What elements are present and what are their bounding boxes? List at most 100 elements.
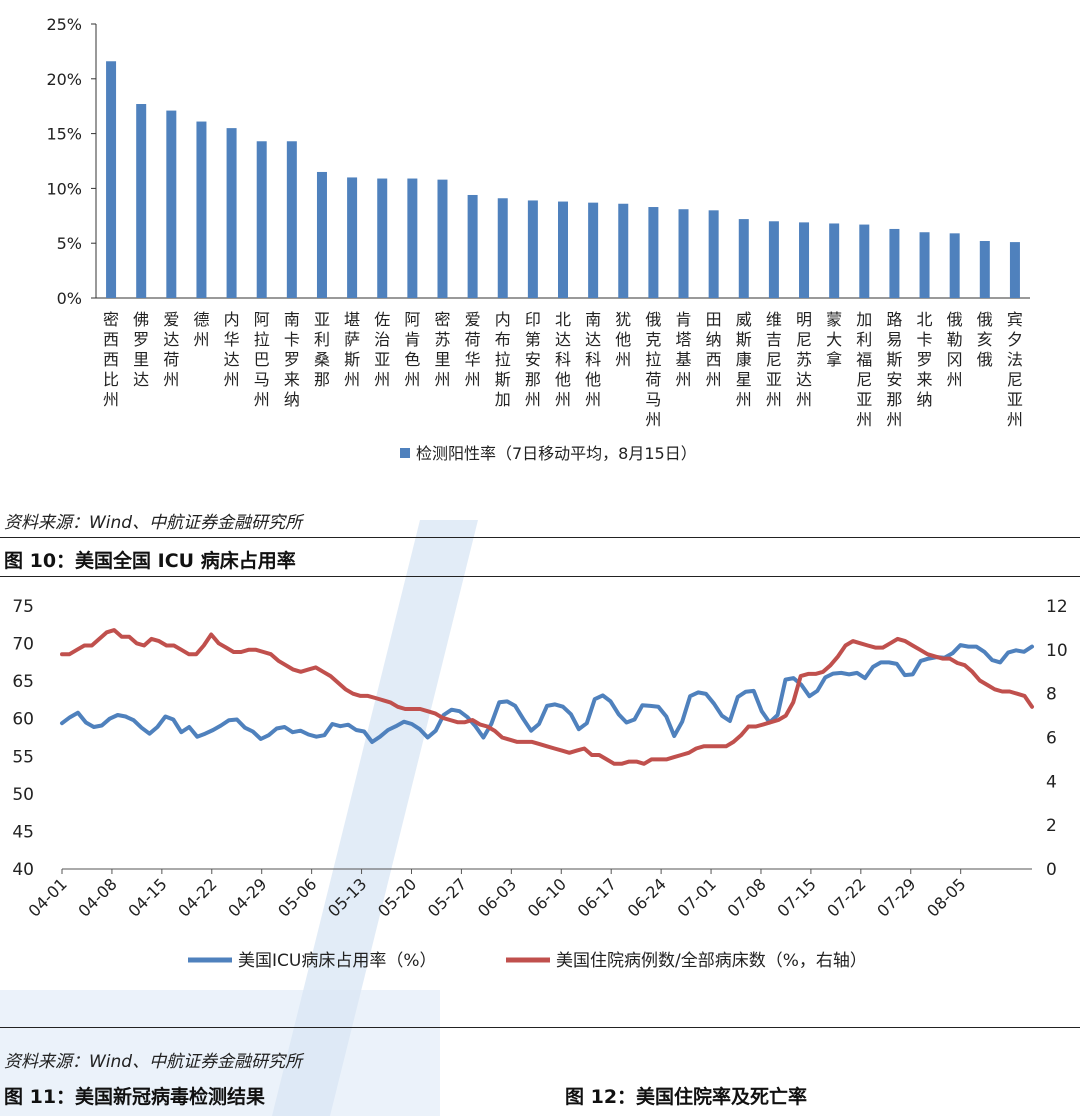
- source-note-1: 资料来源：Wind、中航证券金融研究所: [4, 513, 303, 533]
- x-tick-label: 04-15: [124, 874, 170, 920]
- divider: [0, 576, 1080, 577]
- x-tick-label: 07-08: [723, 874, 769, 920]
- bar: [106, 61, 117, 298]
- x-tick-label: 田纳西州: [706, 310, 722, 389]
- bar: [708, 210, 719, 298]
- y-left-tick-label: 75: [12, 597, 34, 617]
- bar: [497, 198, 508, 298]
- x-tick-label: 亚利桑那: [314, 310, 330, 389]
- x-tick-label: 北达科他州: [555, 310, 571, 409]
- x-tick-label: 07-15: [773, 874, 819, 920]
- x-tick-label: 堪萨斯州: [344, 310, 360, 389]
- x-tick-label: 密西西比州: [103, 310, 119, 409]
- x-tick-label: 俄勒冈州: [947, 310, 963, 389]
- y-left-tick-label: 65: [12, 672, 34, 692]
- x-tick-label: 06-03: [474, 874, 520, 920]
- x-tick-label: 犹他州: [615, 310, 631, 369]
- y-tick-label: 25%: [46, 15, 82, 34]
- x-tick-label: 明尼苏达州: [796, 310, 812, 409]
- x-tick-label: 佛罗里达: [133, 310, 149, 389]
- bar: [678, 209, 689, 298]
- y-left-tick-label: 70: [12, 635, 34, 655]
- bar: [407, 178, 418, 298]
- x-tick-label: 06-10: [524, 874, 570, 920]
- y-left-tick-label: 40: [12, 860, 34, 880]
- x-tick-label: 北卡罗来纳: [917, 310, 933, 409]
- x-tick-label: 南卡罗来纳: [284, 310, 300, 409]
- bar: [799, 222, 810, 298]
- y-left-tick-label: 55: [12, 747, 34, 767]
- legend-swatch: [400, 448, 410, 458]
- y-left-tick-label: 60: [12, 710, 34, 730]
- legend-label: 检测阳性率（7日移动平均，8月15日）: [416, 444, 697, 463]
- bar: [377, 178, 388, 298]
- x-tick-label: 南达科他州: [585, 310, 601, 409]
- divider: [0, 537, 1080, 538]
- figure-11-title: 图 11：美国新冠病毒检测结果: [4, 1086, 266, 1108]
- line-chart: 40 45 50 55 60 65 70 75 0 2 4 6 8 10 12 04-01 04-08 04-15…: [12, 597, 1068, 971]
- bar: [618, 203, 629, 298]
- x-tick-label: 04-22: [174, 874, 220, 920]
- legend-label: 美国ICU病床占用率（%）: [238, 951, 436, 971]
- bar: [316, 171, 327, 298]
- bar: [889, 228, 900, 298]
- x-tick-label: 05-20: [374, 874, 420, 920]
- x-tick-label: 宾夕法尼亚州: [1007, 310, 1023, 429]
- y-tick-label: 0%: [57, 289, 82, 308]
- x-tick-label: 俄克拉荷马州: [645, 310, 661, 429]
- bar: [738, 219, 749, 298]
- y-left-tick-label: 50: [12, 785, 34, 805]
- y-tick-label: 20%: [46, 70, 82, 89]
- y-left-tick-label: 45: [12, 822, 34, 842]
- bar: [527, 200, 538, 298]
- bar: [829, 223, 840, 298]
- y-tick-label: 10%: [46, 179, 82, 198]
- x-tick-label: 内华达州: [224, 310, 240, 389]
- bar: [286, 141, 297, 298]
- x-tick-label: 爱达荷州: [163, 310, 179, 389]
- bar: [256, 141, 267, 298]
- x-tick-label: 05-13: [324, 874, 370, 920]
- x-tick-label: 04-01: [25, 874, 71, 920]
- series-line: [60, 628, 1034, 766]
- x-tick-label: 06-17: [574, 874, 620, 920]
- x-tick-label: 05-27: [424, 874, 470, 920]
- y-right-tick-label: 0: [1046, 860, 1057, 880]
- x-tick-label: 05-06: [274, 874, 320, 920]
- x-tick-label: 07-22: [823, 874, 869, 920]
- x-tick-label: 07-01: [674, 874, 720, 920]
- x-tick-label: 德州: [193, 310, 209, 349]
- x-tick-label: 加利福尼亚州: [856, 310, 872, 429]
- x-tick-label: 07-29: [873, 874, 919, 920]
- y-right-tick-label: 2: [1046, 816, 1057, 836]
- x-tick-label: 佐治亚州: [374, 310, 390, 389]
- bar: [648, 207, 659, 298]
- bar-chart: 0% 5% 10% 15% 20% 25% 密西西比州佛罗里达爱达荷州德州内华达州阿拉巴马…: [46, 15, 1030, 463]
- x-tick-label: 04-29: [224, 874, 270, 920]
- x-tick-label: 08-05: [923, 874, 969, 920]
- figure-12-title: 图 12：美国住院率及死亡率: [565, 1086, 808, 1108]
- x-tick-label: 肯塔基州: [676, 310, 692, 389]
- bar: [919, 232, 930, 298]
- y-right-tick-label: 10: [1046, 641, 1068, 661]
- x-tick-label: 路易斯安那州: [886, 310, 902, 429]
- bar: [467, 194, 478, 298]
- x-tick-label: 爱荷华州: [465, 310, 481, 389]
- bar: [196, 121, 207, 298]
- x-tick-label: 密苏里州: [434, 310, 450, 389]
- bar: [136, 104, 147, 299]
- series-line: [60, 643, 1034, 744]
- x-tick-label: 04-08: [74, 874, 120, 920]
- bar: [979, 241, 990, 298]
- figure-10-title: 图 10：美国全国 ICU 病床占用率: [4, 550, 296, 572]
- y-tick-label: 5%: [57, 234, 82, 253]
- bar: [588, 202, 599, 298]
- source-note-2: 资料来源：Wind、中航证券金融研究所: [4, 1052, 303, 1072]
- y-right-tick-label: 8: [1046, 685, 1057, 705]
- y-right-tick-label: 4: [1046, 772, 1057, 792]
- bar: [166, 110, 177, 298]
- y-right-tick-label: 12: [1046, 597, 1068, 617]
- x-tick-label: 蒙大拿: [826, 310, 842, 369]
- x-tick-label: 威斯康星州: [736, 310, 752, 409]
- y-tick-label: 15%: [46, 125, 82, 144]
